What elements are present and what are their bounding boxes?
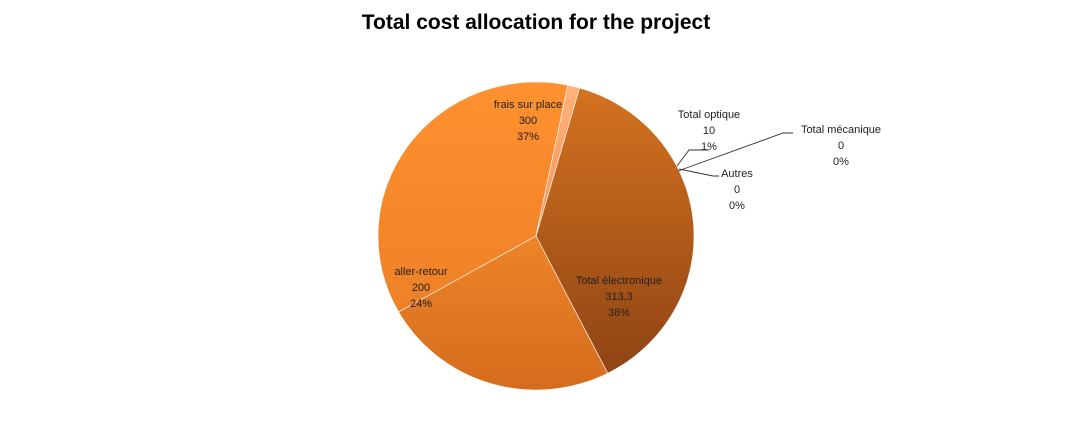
data-label-value-total-optique: 10 bbox=[703, 125, 715, 137]
data-label-percent-aller-retour: 24% bbox=[410, 298, 432, 310]
data-label-value-total-mecanique: 0 bbox=[838, 140, 844, 152]
pie-slices bbox=[377, 81, 695, 391]
data-label-value-frais-sur-place: 300 bbox=[519, 115, 537, 127]
leader-lines bbox=[676, 132, 793, 177]
pie-slice-total-electronique bbox=[535, 87, 695, 374]
chart-title: Total cost allocation for the project bbox=[362, 11, 710, 34]
data-label-percent-total-electronique: 38% bbox=[608, 307, 630, 319]
data-label-category-autres: Autres bbox=[721, 168, 753, 180]
data-label-category-total-optique: Total optique bbox=[678, 109, 740, 121]
data-label-percent-autres: 0% bbox=[729, 200, 745, 212]
pie-slice-aller-retour bbox=[398, 235, 609, 391]
pie-slice-frais-sur-place bbox=[377, 81, 569, 313]
data-label-value-total-electronique: 313,3 bbox=[605, 291, 633, 303]
data-labels: Total électronique 313,3 38% aller-retour 20… bbox=[394, 99, 881, 319]
data-label-category-total-mecanique: Total mécanique bbox=[801, 124, 881, 136]
data-label-value-aller-retour: 200 bbox=[412, 282, 430, 294]
leader-line-total-optique bbox=[676, 149, 709, 167]
leader-line-total-mecanique bbox=[677, 132, 793, 172]
data-label-category-total-electronique: Total électronique bbox=[576, 275, 662, 287]
data-label-category-frais-sur-place: frais sur place bbox=[494, 99, 562, 111]
data-label-percent-frais-sur-place: 37% bbox=[517, 131, 539, 143]
data-label-value-autres: 0 bbox=[734, 184, 740, 196]
pie-slice-total-optique bbox=[535, 84, 580, 237]
leader-line-autres bbox=[678, 168, 719, 177]
data-label-percent-total-optique: 1% bbox=[701, 141, 717, 153]
data-label-percent-total-mecanique: 0% bbox=[833, 156, 849, 168]
data-label-category-aller-retour: aller-retour bbox=[394, 266, 448, 278]
